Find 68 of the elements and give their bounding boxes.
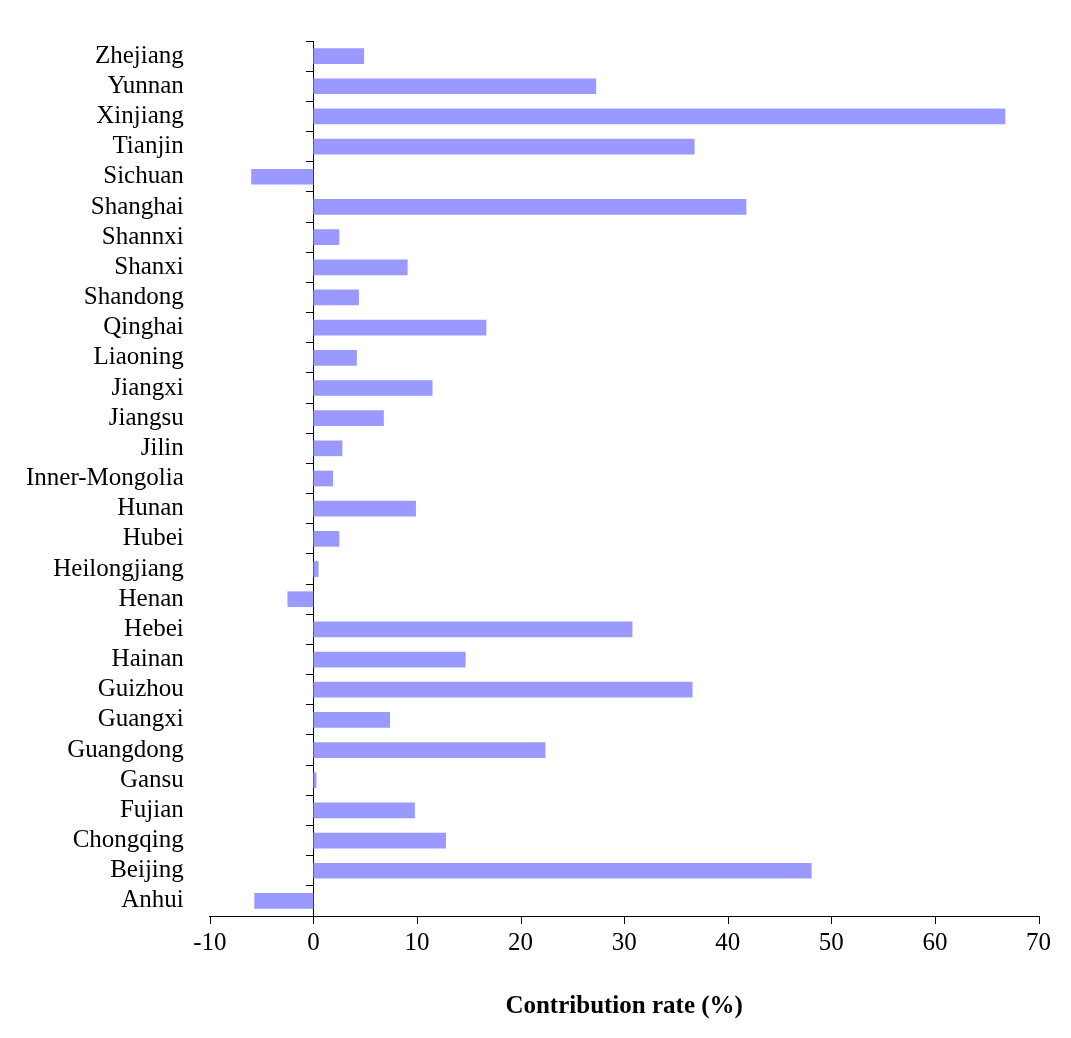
bar — [313, 651, 466, 668]
y-tick-label: Guangxi — [97, 704, 184, 732]
y-tick-label: Henan — [118, 583, 185, 611]
y-tick-label: Zhejiang — [94, 40, 185, 68]
x-tick-label: 0 — [307, 927, 320, 955]
bar — [313, 380, 433, 396]
bar — [313, 621, 633, 638]
x-tick-label: 70 — [1026, 927, 1051, 955]
x-tick-label: 50 — [818, 927, 844, 955]
bar — [313, 862, 812, 879]
y-tick-label: Shanxi — [114, 251, 184, 279]
bar — [313, 108, 1006, 125]
y-tick-label: Beijing — [110, 855, 185, 883]
bar — [313, 289, 359, 306]
y-tick-label: Guangdong — [67, 734, 185, 762]
y-tick-label: Guizhou — [97, 674, 185, 702]
bar — [287, 591, 314, 608]
bar — [313, 712, 391, 728]
y-tick-label: Inner-Mongolia — [25, 463, 184, 491]
x-tick-label: 30 — [611, 927, 637, 955]
x-tick-label: 40 — [715, 927, 741, 955]
bar — [313, 500, 416, 517]
bar — [313, 742, 546, 758]
bar — [313, 138, 695, 155]
x-tick-label: 20 — [508, 927, 534, 955]
y-tick-label: Hubei — [122, 523, 184, 551]
y-tick-label: Qinghai — [103, 312, 184, 340]
y-tick-label: Shannxi — [101, 221, 184, 249]
y-tick-label: Sichuan — [103, 161, 185, 189]
bar — [313, 531, 340, 547]
y-tick-label: Tianjin — [112, 131, 185, 159]
bar — [313, 832, 446, 849]
bar — [313, 48, 365, 64]
bar — [313, 349, 357, 366]
bar — [313, 440, 343, 457]
y-tick-label: Shanghai — [90, 191, 184, 219]
bar — [313, 199, 747, 215]
x-tick-label: 60 — [922, 927, 948, 955]
y-tick-label: Chongqing — [72, 825, 185, 853]
bar — [313, 470, 334, 487]
y-tick-label: Hunan — [117, 493, 185, 521]
bar — [313, 681, 693, 698]
y-tick-label: Yunnan — [107, 70, 185, 98]
y-tick-label: Jiangsu — [108, 402, 185, 430]
y-tick-label: Fujian — [119, 794, 185, 822]
y-tick-label: Liaoning — [93, 342, 185, 370]
y-tick-label: Hainan — [111, 644, 185, 672]
bar — [251, 168, 314, 185]
bar — [313, 319, 487, 336]
bar — [313, 561, 319, 577]
y-tick-label: Gansu — [119, 764, 185, 792]
bar — [313, 410, 384, 426]
bar — [313, 259, 408, 276]
y-tick-label: Jilin — [140, 432, 185, 460]
bar — [313, 772, 317, 789]
y-tick-label: Heilongjiang — [53, 553, 185, 581]
y-tick-label: Anhui — [121, 885, 184, 913]
y-tick-label: Hebei — [124, 613, 184, 641]
bar — [313, 802, 415, 819]
bar — [254, 893, 314, 909]
bar — [313, 229, 340, 245]
x-axis-title: Contribution rate (%) — [505, 991, 743, 1020]
bar — [313, 78, 597, 95]
x-tick-label: -10 — [193, 927, 227, 955]
y-tick-label: Xinjiang — [96, 100, 185, 128]
x-tick-label: 10 — [404, 927, 430, 955]
y-tick-label: Shandong — [83, 282, 185, 310]
y-tick-label: Jiangxi — [111, 372, 184, 400]
